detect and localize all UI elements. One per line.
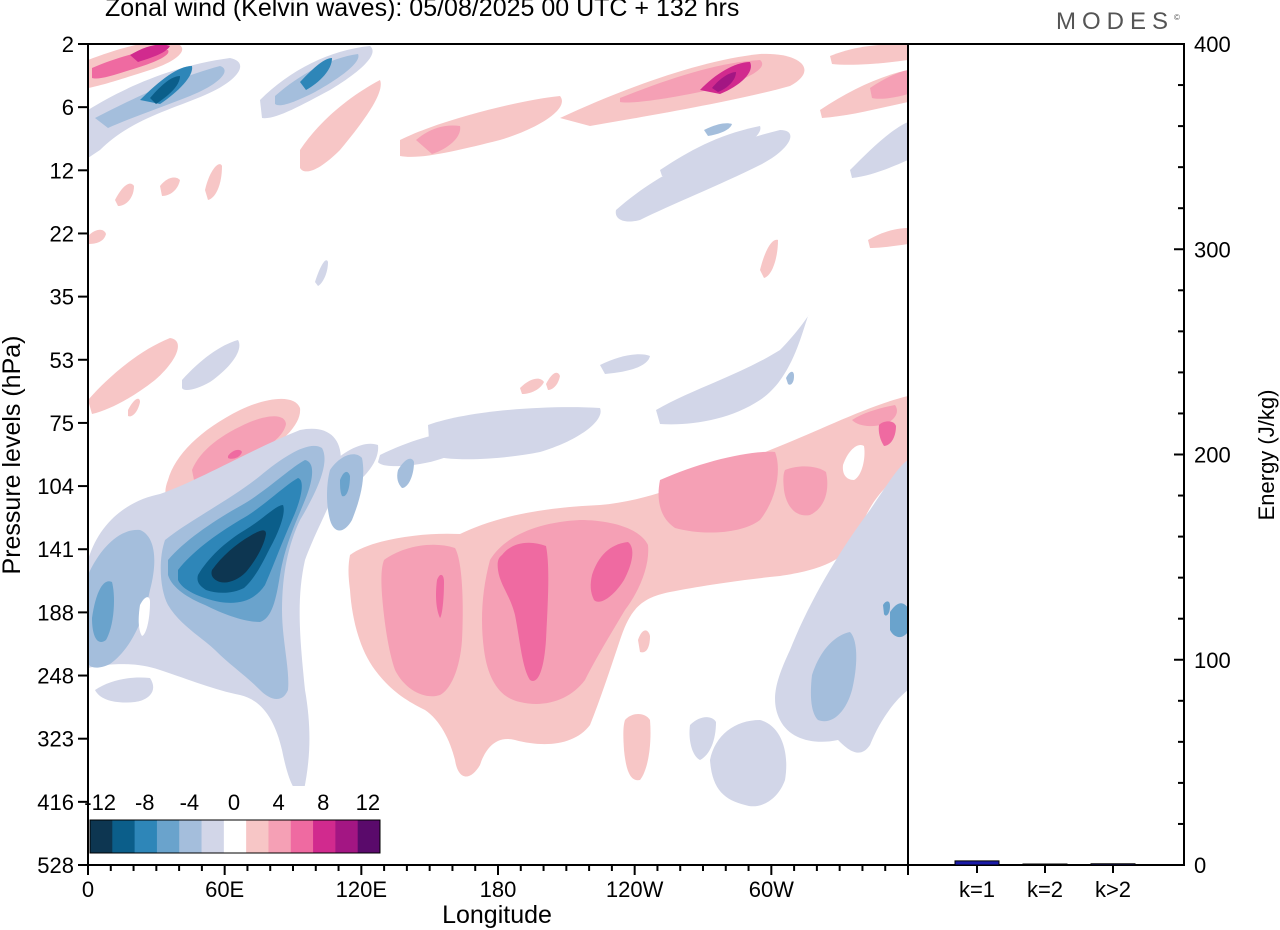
- colorbar-swatch: [313, 820, 336, 853]
- energy-category-label: k=2: [1027, 877, 1063, 902]
- x-tick-label: 180: [480, 877, 517, 902]
- colorbar-swatch: [90, 820, 113, 853]
- neg-anomaly-60e: [88, 428, 414, 793]
- x-tick-label: 60W: [749, 877, 794, 902]
- energy-axis-label: Energy (J/kg): [1254, 390, 1279, 521]
- energy-bar: [1022, 863, 1068, 866]
- energy-axis: 0 100 200 300 400: [1174, 32, 1231, 878]
- contour-field: [88, 44, 908, 865]
- y-tick-label: 35: [50, 285, 74, 310]
- colorbar-label: -4: [180, 790, 200, 815]
- upper-wavetrain: [88, 44, 908, 286]
- y-tick-label: 12: [50, 158, 74, 183]
- pressure-axis: 2 6 12 22 35 53 75 104 141 188 248 323 416 528: [37, 32, 88, 878]
- energy-category-label: k=1: [959, 877, 995, 902]
- x-tick-label: 60E: [205, 877, 244, 902]
- brand-logo: MODES©: [1056, 8, 1180, 36]
- colorbar-swatch: [357, 820, 381, 853]
- colorbar: [88, 786, 382, 855]
- x-tick-label: 120E: [336, 877, 387, 902]
- energy-tick-label: 0: [1194, 853, 1206, 878]
- energy-panel-frame: [907, 43, 1185, 866]
- y-tick-label: 104: [37, 474, 74, 499]
- energy-tick-label: 100: [1194, 648, 1231, 673]
- chart-title: Zonal wind (Kelvin waves): 05/08/2025 00…: [105, 0, 740, 22]
- colorbar-swatch: [246, 820, 269, 853]
- energy-bars: [954, 860, 1136, 866]
- colorbar-swatch: [290, 820, 314, 853]
- colorbar-labels: -12 -8 -4 0 4 8 12: [84, 790, 380, 815]
- colorbar-label: 4: [272, 790, 284, 815]
- y-tick-label: 75: [50, 411, 74, 436]
- colorbar-swatch: [223, 820, 247, 853]
- y-tick-label: 323: [37, 727, 74, 752]
- y-tick-label: 6: [62, 95, 74, 120]
- colorbar-swatch: [156, 820, 180, 853]
- energy-tick-label: 200: [1194, 443, 1231, 468]
- y-tick-label: 188: [37, 600, 74, 625]
- energy-tick-label: 400: [1194, 32, 1231, 57]
- pos-anomaly-dateline: [348, 396, 908, 781]
- energy-bar: [1090, 863, 1136, 866]
- longitude-axis: 0 60E 120E 180 120W 60W: [82, 865, 909, 902]
- colorbar-swatch: [335, 820, 359, 853]
- brand-text: MODES: [1056, 8, 1175, 35]
- energy-bar: [954, 860, 1000, 866]
- energy-category-label: k>2: [1095, 877, 1131, 902]
- neg-anomaly-east: [95, 460, 908, 807]
- colorbar-label: -8: [135, 790, 155, 815]
- x-axis-label: Longitude: [442, 901, 552, 929]
- colorbar-swatch: [134, 820, 158, 853]
- pos-anomaly-60e: [128, 398, 301, 502]
- y-axis-label: Pressure levels (hPa): [0, 336, 26, 575]
- y-tick-label: 141: [37, 537, 74, 562]
- colorbar-label: 0: [228, 790, 240, 815]
- x-tick-label: 0: [82, 877, 94, 902]
- colorbar-frame: [89, 819, 381, 854]
- colorbar-label: -12: [84, 790, 116, 815]
- x-tick-label: 120W: [606, 877, 664, 902]
- midlevel-features: [88, 314, 809, 492]
- colorbar-swatch: [268, 820, 292, 853]
- y-tick-label: 528: [37, 853, 74, 878]
- colorbar-swatch: [112, 820, 136, 853]
- energy-tick-label: 300: [1194, 237, 1231, 262]
- y-tick-label: 22: [50, 221, 74, 246]
- brand-mark: ©: [1174, 13, 1180, 22]
- colorbar-label: 12: [356, 790, 380, 815]
- colorbar-swatch: [201, 820, 225, 853]
- y-tick-label: 2: [62, 32, 74, 57]
- colorbar-label: 8: [317, 790, 329, 815]
- energy-category-labels: k=1 k=2 k>2: [959, 865, 1131, 902]
- y-tick-label: 53: [50, 348, 74, 373]
- y-tick-label: 416: [37, 790, 74, 815]
- y-tick-label: 248: [37, 664, 74, 689]
- colorbar-swatch: [179, 820, 203, 853]
